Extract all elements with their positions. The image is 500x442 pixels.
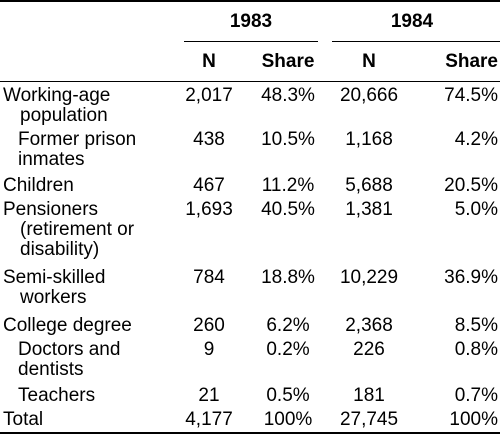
n-1983-cell: 4,177 bbox=[178, 406, 240, 434]
n-1983-header: N bbox=[178, 42, 240, 82]
share-1983-cell: 6.2% bbox=[266, 315, 310, 336]
share-1984-cell: 36.9% bbox=[444, 267, 498, 288]
n-1984-header: N bbox=[324, 42, 414, 82]
row-label: Teachers bbox=[18, 385, 96, 406]
table-row: Former prison inmates 438 10.5% 1,168 4.2… bbox=[0, 126, 500, 172]
n-1984-cell: 10,229 bbox=[339, 267, 399, 288]
table-row: Teachers 21 0.5% 181 0.7% bbox=[0, 382, 500, 406]
share-1984-cell: 74.5% bbox=[444, 85, 498, 106]
n-1984-cell: 5,688 bbox=[345, 175, 393, 196]
n-1983-cell: 467 bbox=[193, 175, 225, 196]
share-1983-cell: 11.2% bbox=[261, 175, 315, 196]
share-1984-header: Share bbox=[414, 42, 500, 82]
table-row-total: Total 4,177 100% 27,745 100% bbox=[0, 406, 500, 434]
n-1984-cell: 1,168 bbox=[345, 129, 393, 150]
row-label: Former prison inmates bbox=[18, 129, 137, 170]
row-label: Total bbox=[0, 406, 178, 434]
table-row: Working-age population 2,017 48.3% 20,666… bbox=[0, 82, 500, 127]
share-1984-cell: 4.2% bbox=[454, 129, 498, 150]
share-1984-cell: 5.0% bbox=[454, 199, 498, 220]
share-1984-cell: 0.7% bbox=[454, 385, 498, 406]
row-label: Semi-skilled workers bbox=[3, 267, 106, 308]
row-label: Pensioners (retirement or disability) bbox=[3, 199, 135, 260]
table-row: Children 467 11.2% 5,688 20.5% bbox=[0, 172, 500, 196]
table-row: College degree 260 6.2% 2,368 8.5% bbox=[0, 312, 500, 336]
n-1983-cell: 260 bbox=[193, 315, 225, 336]
share-1983-cell: 48.3% bbox=[261, 85, 315, 106]
share-1983-cell: 18.8% bbox=[261, 267, 315, 288]
n-1984-cell: 1,381 bbox=[345, 199, 393, 220]
share-1984-cell: 0.8% bbox=[454, 339, 498, 360]
n-1984-cell: 181 bbox=[353, 385, 385, 406]
share-1983-cell: 0.5% bbox=[266, 385, 310, 406]
row-label: College degree bbox=[3, 315, 132, 336]
n-1983-cell: 438 bbox=[193, 129, 225, 150]
table-row: Doctors and dentists 9 0.2% 226 0.8% bbox=[0, 336, 500, 382]
table-row: Semi-skilled workers 784 18.8% 10,229 36.… bbox=[0, 264, 500, 312]
row-label: Working-age population bbox=[3, 85, 111, 126]
n-1983-cell: 784 bbox=[193, 267, 225, 288]
n-1983-cell: 9 bbox=[203, 339, 215, 360]
share-1984-cell: 8.5% bbox=[454, 315, 498, 336]
share-1984-cell: 20.5% bbox=[444, 175, 498, 196]
share-1983-cell: 40.5% bbox=[261, 199, 315, 220]
year-1984-header: 1984 bbox=[324, 2, 500, 42]
column-header-row: N Share N Share bbox=[0, 42, 500, 82]
n-1984-cell: 20,666 bbox=[339, 85, 399, 106]
n-1983-cell: 21 bbox=[198, 385, 220, 406]
n-1984-cell: 226 bbox=[353, 339, 385, 360]
share-1983-header: Share bbox=[240, 42, 324, 82]
n-1983-cell: 2,017 bbox=[185, 85, 233, 106]
row-label: Children bbox=[3, 175, 74, 196]
share-1983-cell: 100% bbox=[240, 406, 324, 434]
table-row: Pensioners (retirement or disability) 1,69… bbox=[0, 196, 500, 264]
n-1984-cell: 2,368 bbox=[345, 315, 393, 336]
n-1983-cell: 1,693 bbox=[185, 199, 233, 220]
share-1984-cell: 100% bbox=[414, 406, 500, 434]
share-1983-cell: 0.2% bbox=[266, 339, 310, 360]
n-1984-cell: 27,745 bbox=[324, 406, 414, 434]
row-label: Doctors and dentists bbox=[18, 339, 121, 380]
year-header-row: 1983 1984 bbox=[0, 2, 500, 42]
year-1983-header: 1983 bbox=[178, 2, 324, 42]
share-1983-cell: 10.5% bbox=[261, 129, 315, 150]
